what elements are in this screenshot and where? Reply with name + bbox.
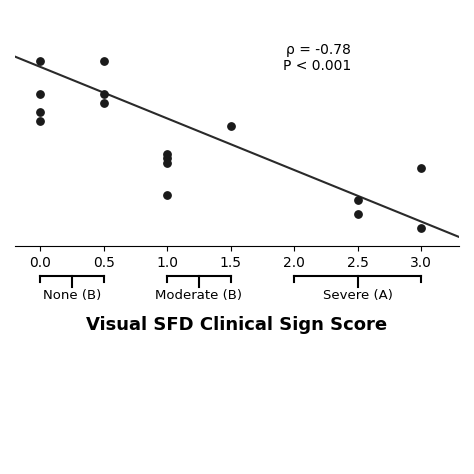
Point bbox=[354, 210, 361, 218]
Text: ρ = -0.78
P < 0.001: ρ = -0.78 P < 0.001 bbox=[283, 43, 351, 73]
Point bbox=[36, 118, 44, 125]
Point bbox=[417, 164, 425, 172]
Text: Moderate (B): Moderate (B) bbox=[155, 289, 242, 302]
Point bbox=[36, 90, 44, 97]
Point bbox=[354, 196, 361, 204]
Point bbox=[36, 57, 44, 65]
Point bbox=[164, 191, 171, 199]
Point bbox=[227, 122, 235, 130]
Point bbox=[164, 150, 171, 157]
Text: Severe (A): Severe (A) bbox=[323, 289, 392, 302]
Text: None (B): None (B) bbox=[43, 289, 101, 302]
Point bbox=[100, 57, 108, 65]
Text: Visual SFD Clinical Sign Score: Visual SFD Clinical Sign Score bbox=[86, 316, 388, 334]
Point bbox=[100, 90, 108, 97]
Point bbox=[36, 108, 44, 116]
Point bbox=[100, 99, 108, 107]
Point bbox=[417, 224, 425, 231]
Point bbox=[164, 159, 171, 167]
Point bbox=[164, 155, 171, 162]
